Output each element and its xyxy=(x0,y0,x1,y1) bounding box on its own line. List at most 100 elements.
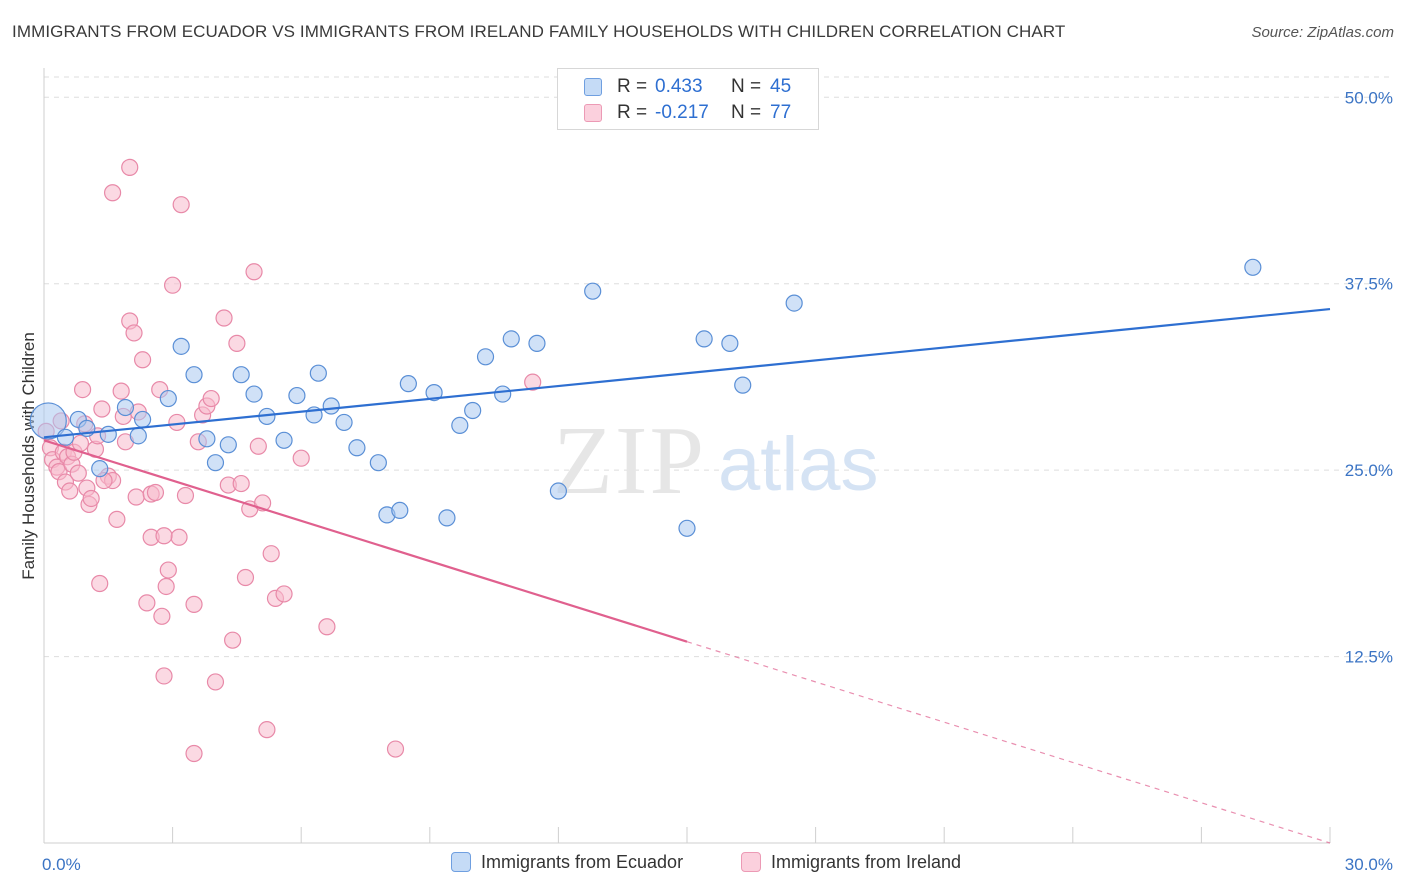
ecuador-points xyxy=(29,258,1262,537)
ecuador-point xyxy=(288,386,306,405)
ecuador-point xyxy=(129,427,147,445)
tick-labels: 12.5% 25.0% 37.5% 50.0% 0.0% 30.0% xyxy=(42,88,1393,874)
ireland-point xyxy=(61,482,79,500)
ecuador-point xyxy=(451,416,469,434)
x-tick-label: 0.0% xyxy=(42,855,81,874)
axes xyxy=(43,68,1331,844)
ecuador-point xyxy=(734,376,752,394)
ireland-point xyxy=(121,158,139,176)
chart-title: IMMIGRANTS FROM ECUADOR VS IMMIGRANTS FR… xyxy=(12,22,1066,41)
ireland-point xyxy=(91,574,109,593)
ecuador-point xyxy=(99,425,117,443)
watermark-atlas: atlas xyxy=(718,422,879,507)
ireland-point xyxy=(524,373,542,391)
legend-r-label: R = xyxy=(617,102,648,123)
ireland-point xyxy=(172,196,190,214)
trend-lines xyxy=(43,307,1331,844)
ireland-point xyxy=(82,489,100,508)
ireland-point xyxy=(157,577,175,596)
ecuador-point xyxy=(309,364,327,382)
ireland-point xyxy=(249,437,267,455)
ireland-point xyxy=(155,527,173,545)
ireland-point xyxy=(292,449,310,467)
ecuador-point xyxy=(1244,258,1262,276)
ireland-points xyxy=(37,158,542,763)
source-label: Source: ZipAtlas.com xyxy=(1251,24,1394,41)
ecuador-swatch xyxy=(584,78,602,96)
ecuador-point xyxy=(172,337,190,355)
ecuador-point xyxy=(438,509,456,527)
ecuador-trend-line xyxy=(43,307,1331,439)
ireland-point xyxy=(206,673,225,691)
legend-row-ecuador: R = 0.433 N = 45 xyxy=(558,74,818,100)
ireland-point xyxy=(170,528,188,546)
ireland-trend-line xyxy=(43,439,688,643)
ireland-point xyxy=(258,721,276,739)
ecuador-point xyxy=(116,398,135,417)
ecuador-point xyxy=(232,366,250,384)
ecuador-point xyxy=(91,460,109,478)
legend-r-value: -0.217 xyxy=(655,102,709,123)
ireland-point xyxy=(153,607,171,625)
ireland-swatch xyxy=(584,104,602,122)
ireland-point xyxy=(318,618,336,636)
ecuador-point xyxy=(785,294,803,312)
ecuador-point xyxy=(348,439,366,457)
bottom-legend-ireland: Immigrants from Ireland xyxy=(741,852,961,873)
correlation-legend: R = 0.433 N = 45 R = -0.217 N = 77 xyxy=(557,68,819,130)
ecuador-point xyxy=(185,366,203,384)
ecuador-legend-swatch xyxy=(451,852,471,872)
ecuador-point xyxy=(494,385,512,403)
ireland-point xyxy=(245,263,263,281)
ireland-point xyxy=(386,740,405,758)
ecuador-point xyxy=(206,454,225,472)
ecuador-point xyxy=(29,402,67,440)
ecuador-point xyxy=(502,330,520,348)
ecuador-point xyxy=(275,431,293,449)
ireland-trend-extension xyxy=(686,641,1331,844)
ireland-point xyxy=(125,324,143,342)
ecuador-point xyxy=(549,482,568,500)
y-tick-label: 25.0% xyxy=(1345,461,1393,480)
y-tick-label: 12.5% xyxy=(1345,648,1393,667)
ireland-point xyxy=(262,545,280,563)
ireland-point xyxy=(146,483,165,502)
ecuador-point xyxy=(584,282,602,300)
ecuador-point xyxy=(198,430,216,448)
legend-r-value: 0.433 xyxy=(655,76,703,97)
ireland-point xyxy=(185,595,203,613)
ireland-point xyxy=(236,568,255,587)
legend-row-ireland: R = -0.217 N = 77 xyxy=(558,100,818,126)
ireland-point xyxy=(93,400,111,418)
ecuador-point xyxy=(391,501,409,520)
ecuador-point xyxy=(476,348,495,366)
watermark: ZIP atlas xyxy=(553,407,879,515)
ecuador-point xyxy=(219,436,237,454)
legend-n-value: 77 xyxy=(770,102,792,123)
ecuador-point xyxy=(425,383,443,402)
watermark-zip: ZIP xyxy=(553,407,706,515)
ireland-point xyxy=(103,184,122,202)
ireland-point xyxy=(108,510,126,528)
ecuador-point xyxy=(678,519,696,537)
ireland-point xyxy=(164,276,182,294)
ireland-point xyxy=(155,667,173,685)
ecuador-point xyxy=(133,410,152,429)
ireland-point xyxy=(69,464,87,482)
ireland-point xyxy=(215,309,233,327)
legend-r-label: R = xyxy=(617,76,648,97)
legend-n-label: N = xyxy=(731,76,762,97)
ireland-point xyxy=(275,585,293,603)
ecuador-point xyxy=(399,375,417,393)
bottom-legend-ecuador: Immigrants from Ecuador xyxy=(451,852,683,873)
ireland-point xyxy=(138,594,156,612)
y-tick-label: 50.0% xyxy=(1345,88,1393,107)
ireland-point xyxy=(202,389,220,408)
ecuador-point xyxy=(322,397,340,415)
ireland-point xyxy=(159,561,177,579)
ireland-point xyxy=(228,334,246,352)
ecuador-point xyxy=(245,385,263,403)
y-tick-label: 37.5% xyxy=(1345,275,1393,294)
legend-n-value: 45 xyxy=(770,76,792,97)
ireland-point xyxy=(127,488,145,506)
